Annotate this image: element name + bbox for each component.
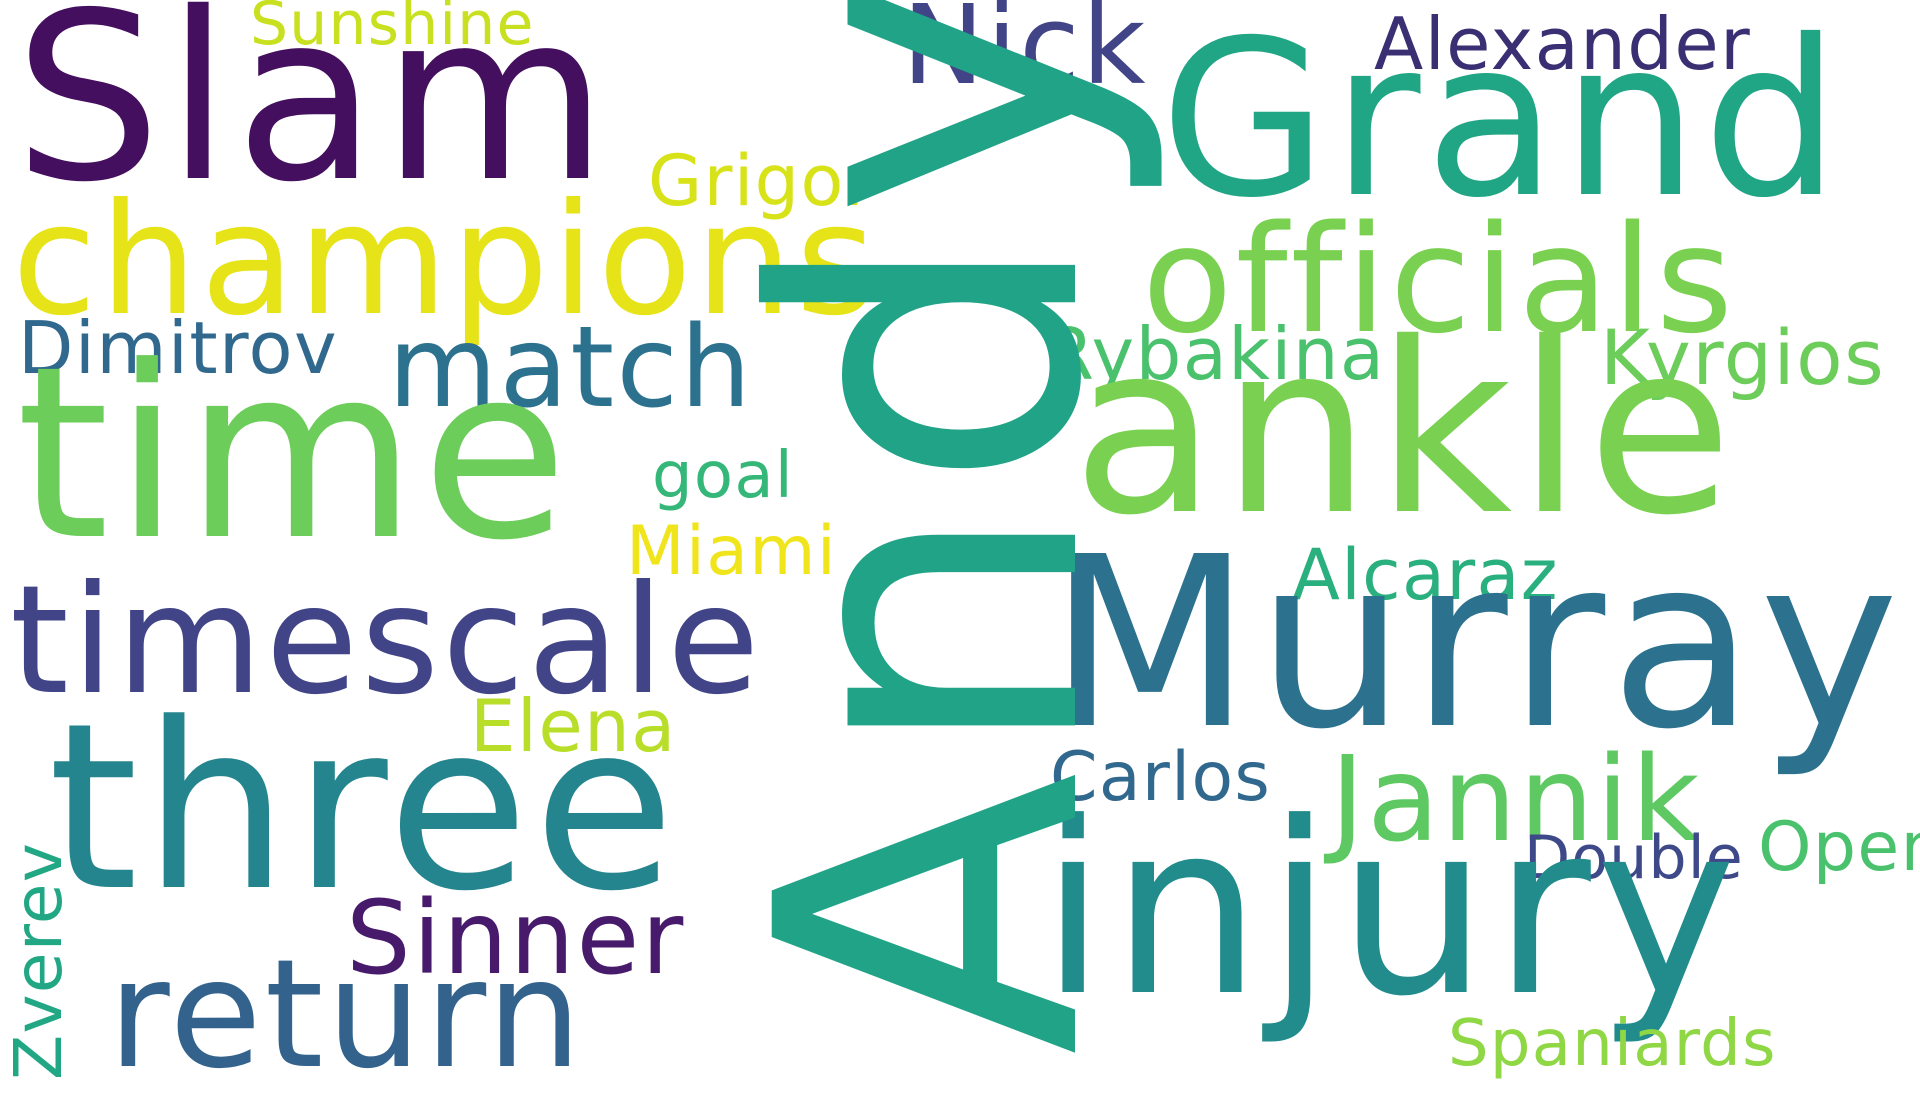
word-time: time: [16, 316, 573, 593]
word-champions: champions: [12, 171, 879, 350]
word-kyrgios: Kyrgios: [1600, 313, 1886, 402]
word-officials: officials: [1142, 194, 1736, 366]
word-murray: Murray: [1048, 506, 1904, 781]
word-grand: Grand: [1160, 0, 1845, 245]
word-match: match: [388, 303, 754, 433]
word-sinner: Sinner: [346, 879, 686, 998]
word-injury: injury: [1040, 772, 1742, 1049]
word-zverev: Zverev: [0, 841, 77, 1080]
word-nick: Nick: [902, 0, 1148, 109]
word-elena: Elena: [470, 684, 677, 768]
word-miami: Miami: [626, 512, 838, 591]
word-return: return: [108, 928, 585, 1102]
word-goal: goal: [652, 439, 794, 513]
word-open: Open: [1758, 808, 1920, 887]
word-alcaraz: Alcaraz: [1292, 534, 1559, 616]
word-carlos: Carlos: [1050, 738, 1272, 817]
word-andy: Andy: [690, 0, 1174, 1056]
word-jannik: Jannik: [1330, 730, 1702, 868]
word-ankle: ankle: [1072, 292, 1738, 567]
word-dimitrov: Dimitrov: [18, 306, 339, 390]
word-alexander: Alexander: [1374, 2, 1752, 86]
word-sunshine: Sunshine: [250, 0, 535, 59]
word-grigor: Grigor: [648, 140, 875, 222]
word-slam: Slam: [14, 0, 613, 233]
word-timescale: timescale: [10, 554, 763, 728]
word-spaniards: Spaniards: [1448, 1007, 1777, 1081]
word-three: three: [48, 675, 680, 942]
word-double: Double: [1524, 823, 1744, 893]
word-rybakina: Rybakina: [1044, 312, 1386, 396]
